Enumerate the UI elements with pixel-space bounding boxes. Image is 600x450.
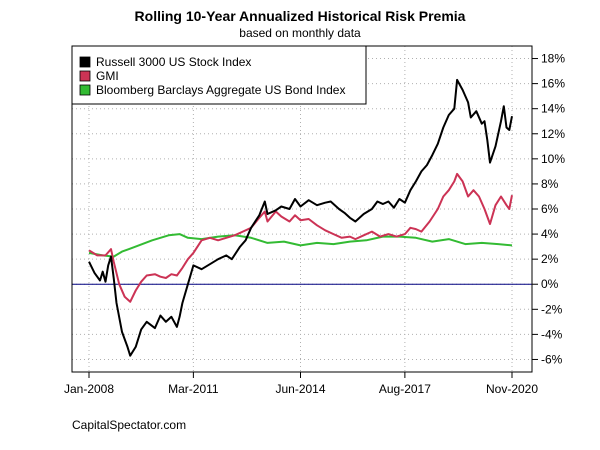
y-tick-label: 14% [541, 102, 565, 116]
series-line-1 [88, 172, 513, 303]
legend-label: GMI [96, 69, 119, 83]
x-tick-label: Aug-2017 [379, 382, 431, 396]
y-tick-label: 8% [541, 177, 559, 191]
x-tick-label: Jan-2008 [64, 382, 114, 396]
legend-box [71, 45, 367, 105]
y-tick-label: 12% [541, 127, 565, 141]
legend-label: Bloomberg Barclays Aggregate US Bond Ind… [96, 83, 345, 97]
y-tick-label: -4% [541, 327, 563, 341]
series-line-2 [88, 233, 513, 258]
y-tick-label: 2% [541, 252, 559, 266]
legend-swatch [79, 56, 91, 68]
chart-subtitle: based on monthly data [239, 26, 361, 40]
source-note: CapitalSpectator.com [72, 418, 187, 432]
y-tick-label: 4% [541, 227, 559, 241]
chart-title: Rolling 10-Year Annualized Historical Ri… [135, 8, 466, 24]
x-tick-label: Mar-2011 [168, 382, 219, 396]
legend-label: Russell 3000 US Stock Index [96, 55, 251, 69]
x-tick-label: Jun-2014 [275, 382, 325, 396]
x-axis: Jan-2008 Mar-2011 Jun-2014 Aug-2017 Nov-2020 [64, 371, 538, 396]
x-tick-label: Nov-2020 [486, 382, 538, 396]
y-tick-label: 18% [541, 52, 565, 66]
legend: Russell 3000 US Stock IndexGMIBloomberg … [71, 45, 367, 105]
legend-swatch [79, 70, 91, 82]
y-tick-label: -2% [541, 302, 563, 316]
y-tick-label: 6% [541, 202, 559, 216]
y-tick-label: 0% [541, 277, 559, 291]
y-tick-label: 16% [541, 77, 565, 91]
series-group [88, 78, 513, 357]
legend-swatch [79, 84, 91, 96]
series-line-0 [88, 78, 513, 357]
y-axis: -6% -4% -2% 0% 2% 4% 6% 8% 10% 12% 14% 16% 18% [532, 52, 565, 366]
y-tick-label: 10% [541, 152, 565, 166]
y-tick-label: -6% [541, 352, 563, 366]
